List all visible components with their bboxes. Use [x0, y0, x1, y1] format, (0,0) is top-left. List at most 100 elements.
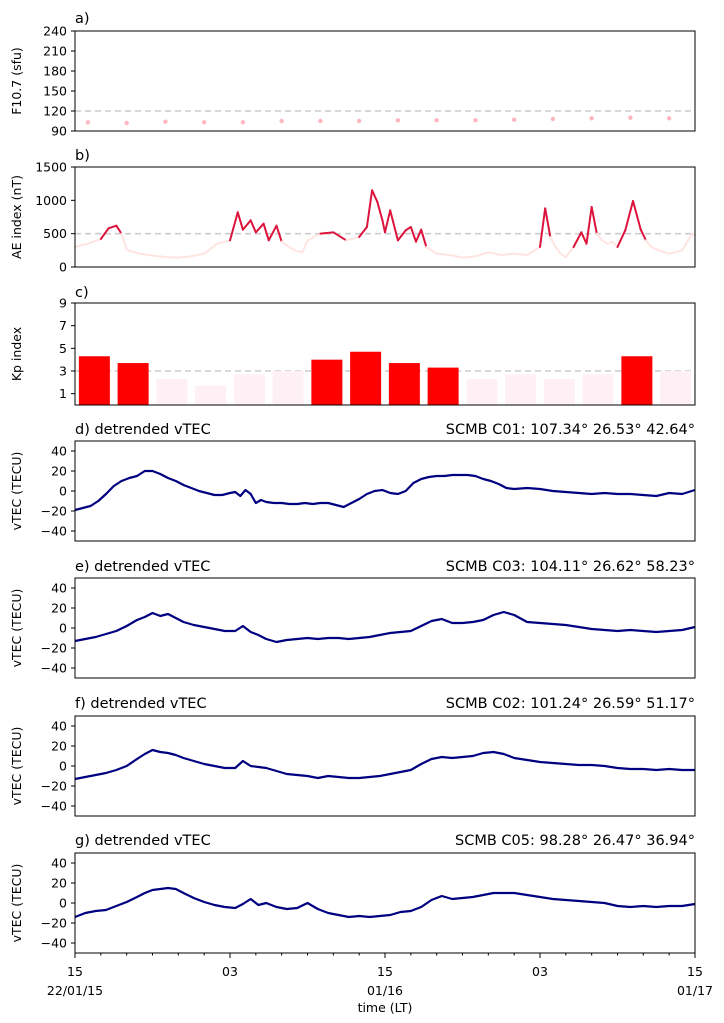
panel-a-y-tick-label-4: 210 [43, 44, 67, 59]
panel-c-bar-13 [582, 374, 614, 405]
panel-c-y-axis-label: Kp index [9, 327, 24, 381]
panel-b-segment-35 [384, 209, 392, 234]
panel-b-segment-16 [241, 219, 252, 231]
panel-labels: a) b) c) d) detrended vTEC SCMB C01: 107… [75, 11, 695, 849]
panel-b-segment-29 [345, 236, 361, 242]
panel-b-y-tick-label-1: 500 [43, 226, 67, 241]
panel-f-y-tick-label-2: 0 [59, 759, 67, 774]
panel-b-segment-48 [500, 252, 516, 256]
panel-f: −40 −20 0 20 40 vTEC (TECU) [9, 715, 696, 817]
x-tick-label-0-time: 15 [67, 964, 83, 979]
panel-a-point-5 [279, 118, 284, 124]
panel-b-segment-43 [435, 252, 451, 256]
panel-b-segment-49 [513, 252, 529, 256]
panel-b-segment-11 [190, 252, 206, 258]
x-tick-label-3-time: 03 [532, 964, 548, 979]
panel-b-segment-42 [425, 246, 438, 255]
panel-c-bar-10 [466, 378, 498, 405]
panel-b-segment-7 [138, 252, 154, 257]
panel-f-y-tick-label-4: 40 [51, 719, 67, 734]
panel-b-segment-33 [376, 200, 384, 222]
panel-b-segment-18 [254, 222, 265, 234]
panel-a-point-2 [163, 119, 168, 124]
panel-e-y-tick-label-3: 20 [51, 601, 67, 616]
panel-g-series-line [74, 886, 696, 919]
panel-c-y-tick-label-0: 1 [59, 386, 67, 401]
panel-b-segment-51 [539, 207, 547, 248]
panel-b-segment-0 [74, 242, 89, 248]
panel-e-y-tick-label-4: 40 [51, 581, 67, 596]
panel-f-station: SCMB C02: 101.24° 26.59° 51.17° [446, 696, 695, 712]
panel-c-bar-8 [388, 363, 420, 405]
panel-e-y-tick-label-1: −20 [41, 641, 67, 656]
panel-a-point-1 [124, 120, 129, 126]
panel-a-point-9 [434, 118, 439, 123]
panel-b-y-axis-label: AE index (nT) [9, 175, 24, 259]
panel-b-segment-52 [544, 207, 552, 238]
panel-a-point-13 [589, 116, 594, 121]
panel-b-segment-44 [448, 254, 464, 259]
panel-c-bar-5 [272, 371, 304, 405]
x-tick-label-2-time: 15 [377, 964, 393, 979]
panel-a-point-15 [666, 116, 672, 121]
panel-a-point-11 [511, 117, 517, 122]
panel-b-y-tick-label-2: 1000 [35, 193, 67, 208]
panel-c-bar-14 [621, 356, 653, 405]
panel-b-segment-15 [236, 211, 244, 231]
panel-b-frame [74, 166, 696, 268]
panel-b-segment-69 [644, 239, 653, 248]
panel-b-segment-30 [358, 226, 368, 238]
panel-a-y-tick-label-1: 120 [43, 104, 67, 119]
panel-b-segment-10 [177, 255, 193, 259]
panel-e-series-line [74, 610, 696, 644]
panel-e: −40 −20 0 20 40 vTEC (TECU) [9, 577, 696, 679]
panel-b-segment-59 [585, 206, 593, 245]
panel-b-segment-62 [601, 239, 609, 245]
panel-b-segment-41 [420, 228, 428, 248]
x-tick-label-4-date: 01/17 [677, 983, 713, 998]
x-tick-labels: 15 22/01/15 03 15 01/16 03 15 01/17 [47, 964, 713, 998]
panel-a-point-12 [550, 116, 556, 122]
x-tick-label-4-time: 15 [687, 964, 703, 979]
panel-c-bar-6 [311, 359, 343, 405]
panel-b-segment-14 [229, 211, 239, 242]
panel-d-y-tick-label-4: 40 [51, 444, 67, 459]
panel-b-segment-24 [293, 249, 304, 254]
panel-a-y-tick-label-0: 90 [51, 124, 67, 139]
panel-b-segment-64 [611, 240, 619, 248]
panel-b-segment-19 [262, 222, 270, 242]
panel-b-segment-66 [624, 200, 634, 232]
panel-f-y-tick-label-3: 20 [51, 739, 67, 754]
panel-g-y-tick-label-2: 0 [59, 896, 67, 911]
panel-b-segment-71 [657, 249, 671, 255]
panel-d-y-tick-label-2: 0 [59, 484, 67, 499]
panel-a-point-6 [318, 118, 323, 124]
panel-b-segment-67 [632, 200, 642, 231]
panel-b-segment-58 [580, 231, 588, 245]
panel-b-segment-5 [120, 232, 128, 251]
panel-c-bar-7 [350, 351, 382, 405]
panel-b-segment-32 [371, 189, 379, 203]
panel-c-bar-3 [195, 385, 227, 405]
x-axis-label: time (LT) [358, 1000, 413, 1015]
panel-a-point-0 [85, 120, 91, 125]
panel-d-series-line [74, 469, 696, 512]
panel-a: 90 120 150 180 210 240 F10.7 (sfu) [9, 24, 696, 139]
panel-e-label: e) detrended vTEC [75, 559, 210, 575]
x-axis: 15 22/01/15 03 15 01/16 03 15 01/17 time… [47, 964, 713, 1015]
panel-a-point-14 [628, 115, 633, 120]
panel-c-y-tick-label-3: 7 [59, 318, 67, 333]
panel-b-segment-61 [595, 232, 603, 242]
panel-a-y-tick-label-3: 180 [43, 64, 67, 79]
panel-a-y-tick-label-5: 240 [43, 24, 67, 39]
panel-c-bar-0 [78, 356, 110, 405]
panel-d-label: d) detrended vTEC [75, 422, 211, 438]
panel-f-label: f) detrended vTEC [75, 696, 207, 712]
panel-b-segment-12 [203, 242, 219, 255]
panel-a-frame [74, 30, 696, 132]
panel-b-segment-21 [275, 224, 283, 243]
panel-d-y-tick-label-1: −20 [41, 504, 67, 519]
panel-b-segment-45 [461, 255, 477, 259]
panel-b-segment-36 [389, 209, 399, 242]
